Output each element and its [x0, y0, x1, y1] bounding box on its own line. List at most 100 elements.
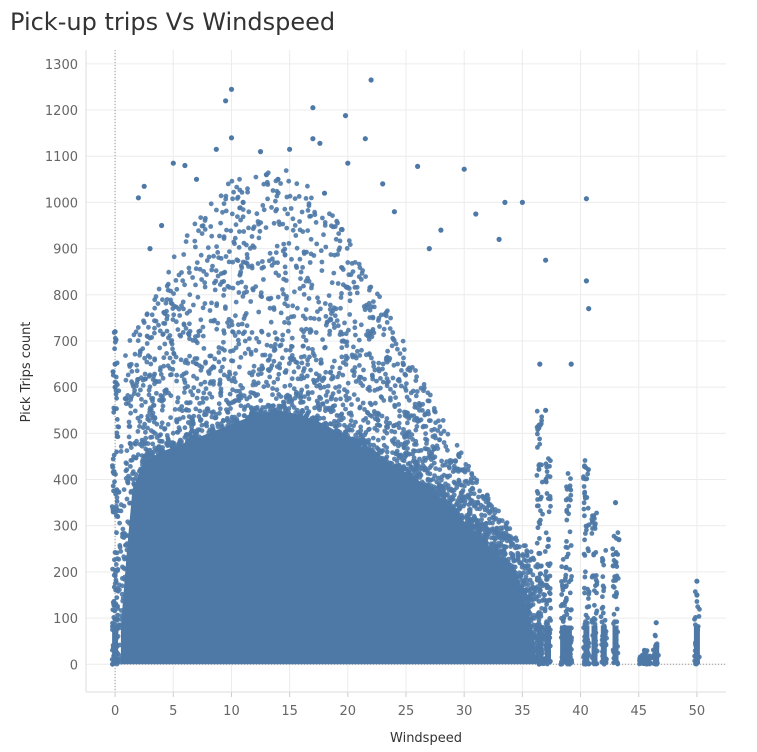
data-point: [331, 321, 337, 327]
data-point: [391, 390, 397, 396]
data-point: [115, 424, 121, 430]
data-point: [376, 422, 382, 428]
data-point: [303, 307, 309, 312]
data-point: [694, 592, 700, 598]
data-point: [297, 286, 303, 291]
data-point: [380, 181, 386, 187]
data-point: [159, 398, 165, 404]
data-point: [343, 429, 349, 435]
data-point: [282, 383, 288, 389]
data-point: [357, 405, 363, 411]
data-point: [186, 331, 191, 337]
data-point: [255, 261, 261, 266]
data-point: [160, 297, 165, 303]
data-point: [546, 509, 552, 515]
data-point: [455, 511, 461, 517]
data-point: [364, 409, 370, 415]
data-point: [194, 395, 200, 401]
data-point: [156, 286, 162, 292]
data-point: [392, 404, 398, 410]
data-point: [325, 319, 330, 325]
data-point: [205, 245, 211, 251]
data-point: [340, 282, 346, 288]
data-point: [393, 341, 399, 347]
data-point: [266, 368, 272, 374]
data-point: [407, 472, 413, 477]
data-point: [338, 295, 344, 300]
data-point: [512, 545, 518, 551]
data-point: [296, 364, 301, 370]
data-point: [487, 510, 492, 516]
data-point: [411, 413, 417, 419]
data-point: [378, 376, 383, 381]
data-point: [270, 386, 275, 391]
data-point: [235, 258, 241, 264]
data-point: [255, 380, 261, 386]
data-point: [475, 499, 481, 505]
data-point: [274, 193, 280, 199]
data-point: [344, 343, 350, 349]
data-point: [450, 504, 456, 509]
data-point: [155, 301, 161, 306]
data-point: [193, 406, 199, 412]
data-point: [404, 433, 409, 439]
data-point: [393, 395, 398, 400]
data-point: [404, 381, 409, 386]
data-point: [420, 463, 426, 469]
data-point: [164, 297, 170, 302]
data-point: [184, 400, 189, 406]
data-point: [114, 395, 119, 401]
data-point: [420, 408, 425, 413]
data-point: [203, 215, 208, 221]
data-point: [127, 476, 133, 481]
data-point: [567, 483, 573, 489]
data-point: [190, 392, 196, 398]
data-point: [203, 412, 209, 417]
data-point: [586, 591, 592, 597]
data-point: [601, 588, 606, 594]
data-point: [286, 178, 292, 184]
data-point: [489, 546, 495, 552]
data-point: [313, 220, 319, 225]
data-point: [586, 596, 591, 601]
data-point: [245, 189, 251, 195]
data-point: [375, 437, 381, 443]
data-point: [388, 395, 393, 401]
data-point: [322, 345, 327, 351]
data-point: [228, 86, 235, 92]
data-point: [547, 586, 553, 591]
data-point: [520, 595, 526, 601]
data-point: [402, 455, 408, 460]
data-point: [113, 380, 119, 386]
data-point: [475, 518, 481, 524]
data-point: [367, 287, 372, 293]
y-tick-label: 500: [53, 427, 78, 442]
data-point: [425, 476, 431, 482]
data-point: [170, 160, 176, 166]
data-point: [124, 461, 129, 466]
data-point: [503, 535, 509, 541]
data-point: [513, 580, 519, 586]
data-point: [305, 410, 311, 416]
data-point: [524, 586, 529, 592]
data-point: [535, 577, 540, 583]
data-point: [267, 250, 273, 256]
data-point: [114, 506, 120, 512]
data-point: [291, 314, 297, 319]
data-point: [132, 351, 138, 357]
data-point: [584, 476, 590, 482]
data-point: [174, 378, 180, 384]
data-point: [121, 554, 127, 560]
data-point: [477, 488, 482, 494]
data-point: [211, 409, 216, 415]
data-point: [140, 346, 146, 352]
data-point: [336, 389, 342, 394]
data-point: [543, 407, 549, 413]
data-point: [543, 530, 549, 536]
data-point: [280, 337, 285, 343]
data-point: [564, 507, 570, 513]
data-point: [353, 419, 358, 425]
data-point: [146, 418, 152, 423]
data-point: [301, 283, 306, 289]
data-point: [330, 308, 336, 314]
